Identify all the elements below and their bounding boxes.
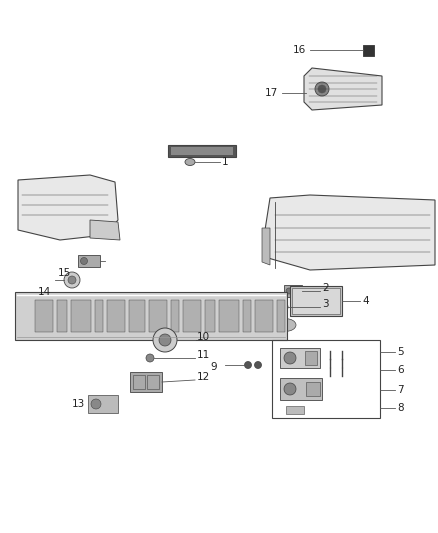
Text: 11: 11 — [197, 350, 210, 360]
Text: 6: 6 — [397, 365, 404, 375]
Bar — [306, 382, 320, 396]
Bar — [183, 300, 201, 332]
Polygon shape — [90, 220, 120, 240]
Bar — [171, 147, 233, 155]
Bar — [292, 288, 340, 314]
Bar — [363, 45, 374, 56]
Bar — [219, 300, 239, 332]
Bar — [35, 300, 53, 332]
Bar — [286, 406, 304, 414]
Bar — [171, 300, 179, 332]
Text: 4: 4 — [362, 296, 369, 306]
Bar — [129, 300, 145, 332]
Text: 13: 13 — [72, 399, 85, 409]
Circle shape — [146, 354, 154, 362]
Bar — [133, 375, 145, 389]
Bar — [15, 292, 287, 340]
Ellipse shape — [274, 319, 296, 332]
Bar — [243, 300, 251, 332]
Bar — [255, 300, 273, 332]
Bar — [277, 300, 285, 332]
Polygon shape — [265, 195, 435, 270]
Bar — [130, 372, 162, 392]
Bar — [305, 351, 317, 365]
Text: 17: 17 — [265, 88, 278, 98]
Text: 10: 10 — [197, 332, 210, 342]
Ellipse shape — [271, 303, 279, 311]
Text: 9: 9 — [210, 362, 217, 372]
Text: 8: 8 — [397, 403, 404, 413]
Bar — [205, 300, 215, 332]
Text: 15: 15 — [58, 268, 71, 278]
Bar — [88, 395, 118, 413]
Ellipse shape — [284, 383, 296, 395]
Bar — [272, 340, 380, 418]
Text: 2: 2 — [322, 283, 328, 293]
Bar — [78, 255, 100, 267]
Text: 5: 5 — [397, 347, 404, 357]
Bar — [168, 145, 236, 157]
Bar — [95, 300, 103, 332]
Text: 14: 14 — [38, 287, 51, 297]
Circle shape — [159, 334, 171, 346]
Ellipse shape — [81, 257, 88, 264]
Bar — [107, 300, 125, 332]
Text: 3: 3 — [322, 299, 328, 309]
Circle shape — [244, 361, 251, 368]
Bar — [284, 285, 302, 297]
Ellipse shape — [284, 352, 296, 364]
Bar — [147, 375, 159, 389]
Bar — [280, 348, 320, 368]
Circle shape — [254, 361, 261, 368]
Ellipse shape — [185, 158, 195, 166]
Ellipse shape — [268, 301, 288, 313]
Polygon shape — [18, 175, 118, 240]
Bar — [71, 300, 91, 332]
Bar — [57, 300, 67, 332]
Ellipse shape — [318, 85, 326, 93]
Text: 1: 1 — [222, 157, 229, 167]
Ellipse shape — [286, 288, 292, 294]
Bar — [280, 378, 322, 400]
Ellipse shape — [91, 399, 101, 409]
Text: 16: 16 — [293, 45, 306, 55]
Bar — [149, 300, 167, 332]
Circle shape — [153, 328, 177, 352]
Bar — [290, 286, 342, 316]
Circle shape — [64, 272, 80, 288]
Ellipse shape — [315, 82, 329, 96]
Text: 7: 7 — [397, 385, 404, 395]
Polygon shape — [262, 228, 270, 265]
Polygon shape — [304, 68, 382, 110]
Circle shape — [68, 276, 76, 284]
Text: 12: 12 — [197, 372, 210, 382]
